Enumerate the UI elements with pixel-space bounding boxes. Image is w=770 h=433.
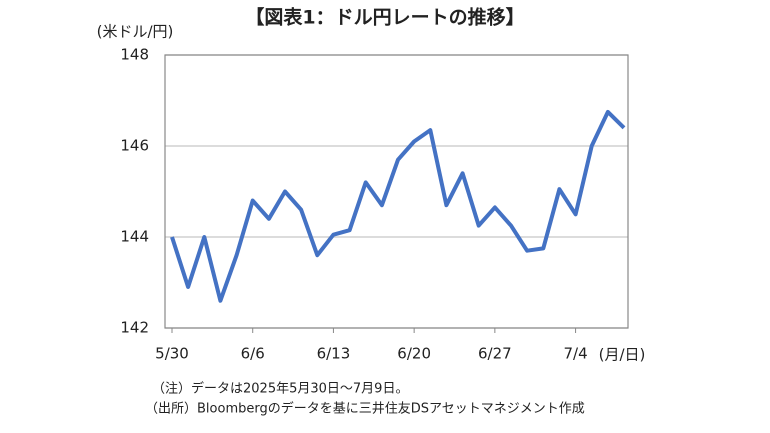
- x-tick-label: 6/13: [317, 345, 351, 363]
- x-axis-label: (月/日): [599, 346, 646, 364]
- x-tick-label: 7/4: [564, 345, 588, 363]
- x-tick-label: 6/27: [478, 345, 512, 363]
- y-tick-label: 146: [120, 137, 149, 155]
- line-series: [170, 109, 626, 303]
- y-tick-label: 142: [120, 319, 149, 337]
- x-tick-label: 6/20: [397, 345, 431, 363]
- note: （出所）Bloombergのデータを基に三井住友DSアセットマネジメント作成: [145, 401, 585, 417]
- plot-frame: [164, 54, 629, 329]
- note: （注）データは2025年5月30日～7月9日。: [152, 381, 408, 397]
- x-tick-label: 6/6: [241, 345, 265, 363]
- chart-title: 【図表1：ドル円レートの推移】: [245, 6, 524, 29]
- y-axis-label: (米ドル/円): [97, 23, 174, 41]
- y-tick-label: 148: [120, 46, 149, 64]
- y-tick-label: 144: [120, 228, 149, 246]
- x-tick-label: 5/30: [155, 345, 189, 363]
